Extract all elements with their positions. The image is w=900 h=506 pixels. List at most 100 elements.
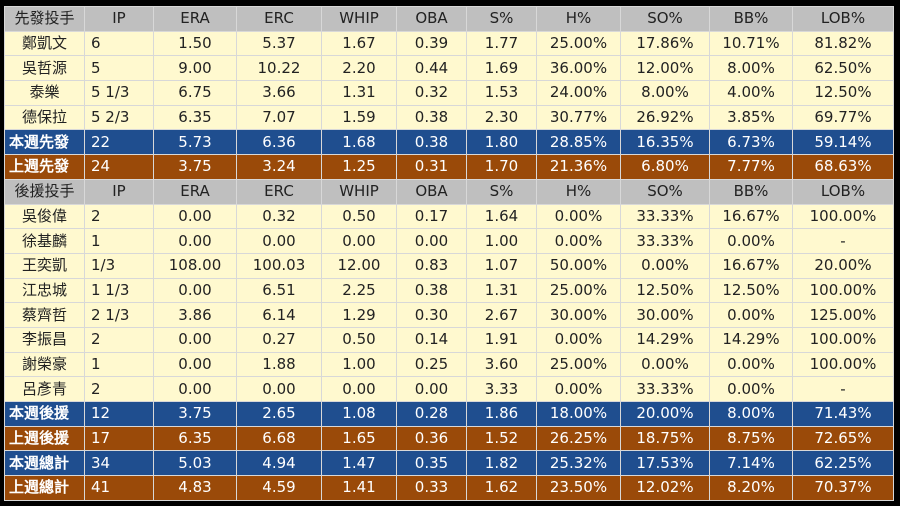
stat-cell: 12.50% bbox=[792, 80, 894, 106]
player-row: 王奕凱 1/3 108.00 100.03 12.00 0.83 1.07 50.00% 0.0… bbox=[4, 252, 894, 279]
row-label: 泰樂 bbox=[4, 80, 85, 106]
row-label: 吳哲源 bbox=[4, 55, 85, 82]
stat-cell: 8.00% bbox=[709, 55, 793, 82]
stat-cell: 6.68 bbox=[236, 425, 322, 452]
stat-cell: 0.00% bbox=[709, 376, 793, 402]
stat-cell: 5.03 bbox=[153, 450, 237, 477]
stat-cell: 5 1/3 bbox=[84, 80, 154, 106]
column-header: LOB% bbox=[792, 6, 894, 32]
stat-cell: 2 bbox=[84, 203, 154, 230]
stat-cell: 1.91 bbox=[466, 326, 537, 353]
stat-cell: 0.00 bbox=[153, 326, 237, 353]
row-label: 江忠城 bbox=[4, 277, 85, 304]
stat-cell: 1.47 bbox=[321, 450, 397, 477]
section-title: 先發投手 bbox=[4, 6, 85, 32]
stat-cell: - bbox=[792, 376, 894, 402]
column-header: OBA bbox=[396, 178, 467, 205]
stat-cell: 25.00% bbox=[536, 351, 621, 378]
stat-cell: 1 bbox=[84, 351, 154, 378]
stat-cell: 1.86 bbox=[466, 401, 537, 427]
column-header: LOB% bbox=[792, 178, 894, 205]
stat-cell: 0.00% bbox=[536, 203, 621, 230]
stat-cell: 4.94 bbox=[236, 450, 322, 477]
stat-cell: 16.67% bbox=[709, 252, 793, 279]
stat-cell: 3.75 bbox=[153, 401, 237, 427]
column-header: OBA bbox=[396, 6, 467, 32]
stat-cell: 100.00% bbox=[792, 351, 894, 378]
stat-cell: 6.35 bbox=[153, 425, 237, 452]
column-header: SO% bbox=[620, 178, 710, 205]
stat-cell: 30.00% bbox=[536, 302, 621, 328]
stat-cell: 6.75 bbox=[153, 80, 237, 106]
row-label: 王奕凱 bbox=[4, 252, 85, 279]
stat-cell: 2.65 bbox=[236, 401, 322, 427]
stat-cell: 0.36 bbox=[396, 425, 467, 452]
stat-cell: 81.82% bbox=[792, 30, 894, 57]
stat-cell: 1.68 bbox=[321, 129, 397, 156]
stat-cell: 3.85% bbox=[709, 104, 793, 131]
stat-cell: 0.00 bbox=[321, 228, 397, 254]
column-header: WHIP bbox=[321, 6, 397, 32]
stat-cell: 1.53 bbox=[466, 80, 537, 106]
stat-cell: - bbox=[792, 228, 894, 254]
stat-cell: 30.77% bbox=[536, 104, 621, 131]
stat-cell: 100.00% bbox=[792, 326, 894, 353]
stat-cell: 0.00% bbox=[536, 376, 621, 402]
stat-cell: 1 1/3 bbox=[84, 277, 154, 304]
row-label: 李振昌 bbox=[4, 326, 85, 353]
stat-cell: 108.00 bbox=[153, 252, 237, 279]
stat-cell: 0.00 bbox=[321, 376, 397, 402]
player-row: 呂彥青 2 0.00 0.00 0.00 0.00 3.33 0.00% 33.33% 0.00%… bbox=[4, 376, 894, 402]
stat-cell: 0.38 bbox=[396, 277, 467, 304]
stat-cell: 7.77% bbox=[709, 154, 793, 180]
player-row: 徐基麟 1 0.00 0.00 0.00 0.00 1.00 0.00% 33.33% 0.00%… bbox=[4, 228, 894, 254]
stat-cell: 6.51 bbox=[236, 277, 322, 304]
stat-cell: 9.00 bbox=[153, 55, 237, 82]
stat-cell: 1.64 bbox=[466, 203, 537, 230]
stat-cell: 20.00% bbox=[792, 252, 894, 279]
stat-cell: 62.25% bbox=[792, 450, 894, 477]
stat-cell: 2.25 bbox=[321, 277, 397, 304]
column-header: ERC bbox=[236, 6, 322, 32]
stat-cell: 0.38 bbox=[396, 104, 467, 131]
stat-cell: 41 bbox=[84, 475, 154, 501]
row-label: 謝榮豪 bbox=[4, 351, 85, 378]
stat-cell: 1.31 bbox=[466, 277, 537, 304]
stat-cell: 0.50 bbox=[321, 203, 397, 230]
stat-cell: 22 bbox=[84, 129, 154, 156]
row-label: 上週後援 bbox=[4, 425, 85, 452]
row-label: 徐基麟 bbox=[4, 228, 85, 254]
stat-cell: 36.00% bbox=[536, 55, 621, 82]
stat-cell: 1.62 bbox=[466, 475, 537, 501]
stat-cell: 50.00% bbox=[536, 252, 621, 279]
stat-cell: 5 bbox=[84, 55, 154, 82]
stat-cell: 0.38 bbox=[396, 129, 467, 156]
stat-cell: 2 bbox=[84, 376, 154, 402]
stat-cell: 0.32 bbox=[236, 203, 322, 230]
stat-cell: 1.77 bbox=[466, 30, 537, 57]
stat-cell: 59.14% bbox=[792, 129, 894, 156]
pitching-stats-table: 先發投手 IP ERA ERC WHIP OBA S% H% SO% BB% LOB% 鄭凱文 6 1.5… bbox=[4, 6, 894, 501]
stat-cell: 0.00% bbox=[536, 326, 621, 353]
stat-cell: 0.00 bbox=[153, 376, 237, 402]
stat-cell: 0.00 bbox=[236, 228, 322, 254]
stat-cell: 5.37 bbox=[236, 30, 322, 57]
stat-cell: 33.33% bbox=[620, 203, 710, 230]
stat-cell: 1/3 bbox=[84, 252, 154, 279]
stat-cell: 0.00 bbox=[396, 228, 467, 254]
this-week-total-row: 本週總計 34 5.03 4.94 1.47 0.35 1.82 25.32% 17.53% 7.… bbox=[4, 450, 894, 477]
stat-cell: 0.00% bbox=[709, 228, 793, 254]
stat-cell: 1.69 bbox=[466, 55, 537, 82]
stat-cell: 3.86 bbox=[153, 302, 237, 328]
row-label: 呂彥青 bbox=[4, 376, 85, 402]
stat-cell: 0.00 bbox=[153, 277, 237, 304]
row-label: 德保拉 bbox=[4, 104, 85, 131]
stat-cell: 12.50% bbox=[620, 277, 710, 304]
stat-cell: 17.86% bbox=[620, 30, 710, 57]
player-row: 謝榮豪 1 0.00 1.88 1.00 0.25 3.60 25.00% 0.00% 0.00%… bbox=[4, 351, 894, 378]
stat-cell: 0.17 bbox=[396, 203, 467, 230]
stat-cell: 1.80 bbox=[466, 129, 537, 156]
row-label: 上週先發 bbox=[4, 154, 85, 180]
stat-cell: 3.24 bbox=[236, 154, 322, 180]
stat-cell: 6.36 bbox=[236, 129, 322, 156]
